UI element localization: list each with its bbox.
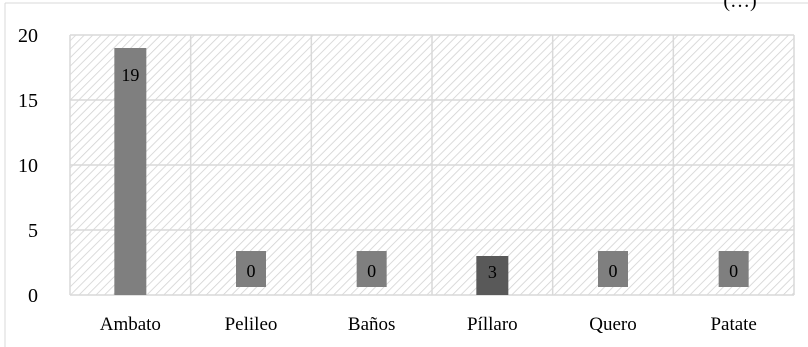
data-label: 19 [121,65,139,85]
y-tick-label: 10 [18,155,38,177]
bar [476,256,509,295]
y-axis: 0 5 10 15 20 [18,25,38,307]
data-label: 0 [609,261,618,281]
x-tick-label: Píllaro [467,314,518,335]
data-label-box [356,251,387,287]
x-axis: Ambato Pelileo Baños Píllaro Quero Patate [100,314,757,335]
bars: 19 0 0 3 0 0 [114,48,749,295]
x-tick-label: Ambato [100,314,161,335]
data-label: 0 [367,261,376,281]
y-tick-label: 5 [28,220,38,242]
x-tick-label: Baños [348,314,396,335]
data-label-box [598,251,628,287]
data-label: 0 [247,261,256,281]
x-tick-label: Pelileo [225,314,278,335]
chart-title: (…) [723,0,756,12]
data-label: 3 [488,262,497,282]
gridlines [69,34,795,296]
data-label-box [718,251,749,287]
x-tick-label: Quero [589,314,636,335]
x-tick-label: Patate [710,314,756,335]
y-tick-label: 0 [28,285,38,307]
data-label-box [236,251,266,287]
y-tick-label: 20 [18,25,38,47]
data-label: 0 [729,261,738,281]
y-tick-label: 15 [18,90,38,112]
bar [114,48,147,295]
